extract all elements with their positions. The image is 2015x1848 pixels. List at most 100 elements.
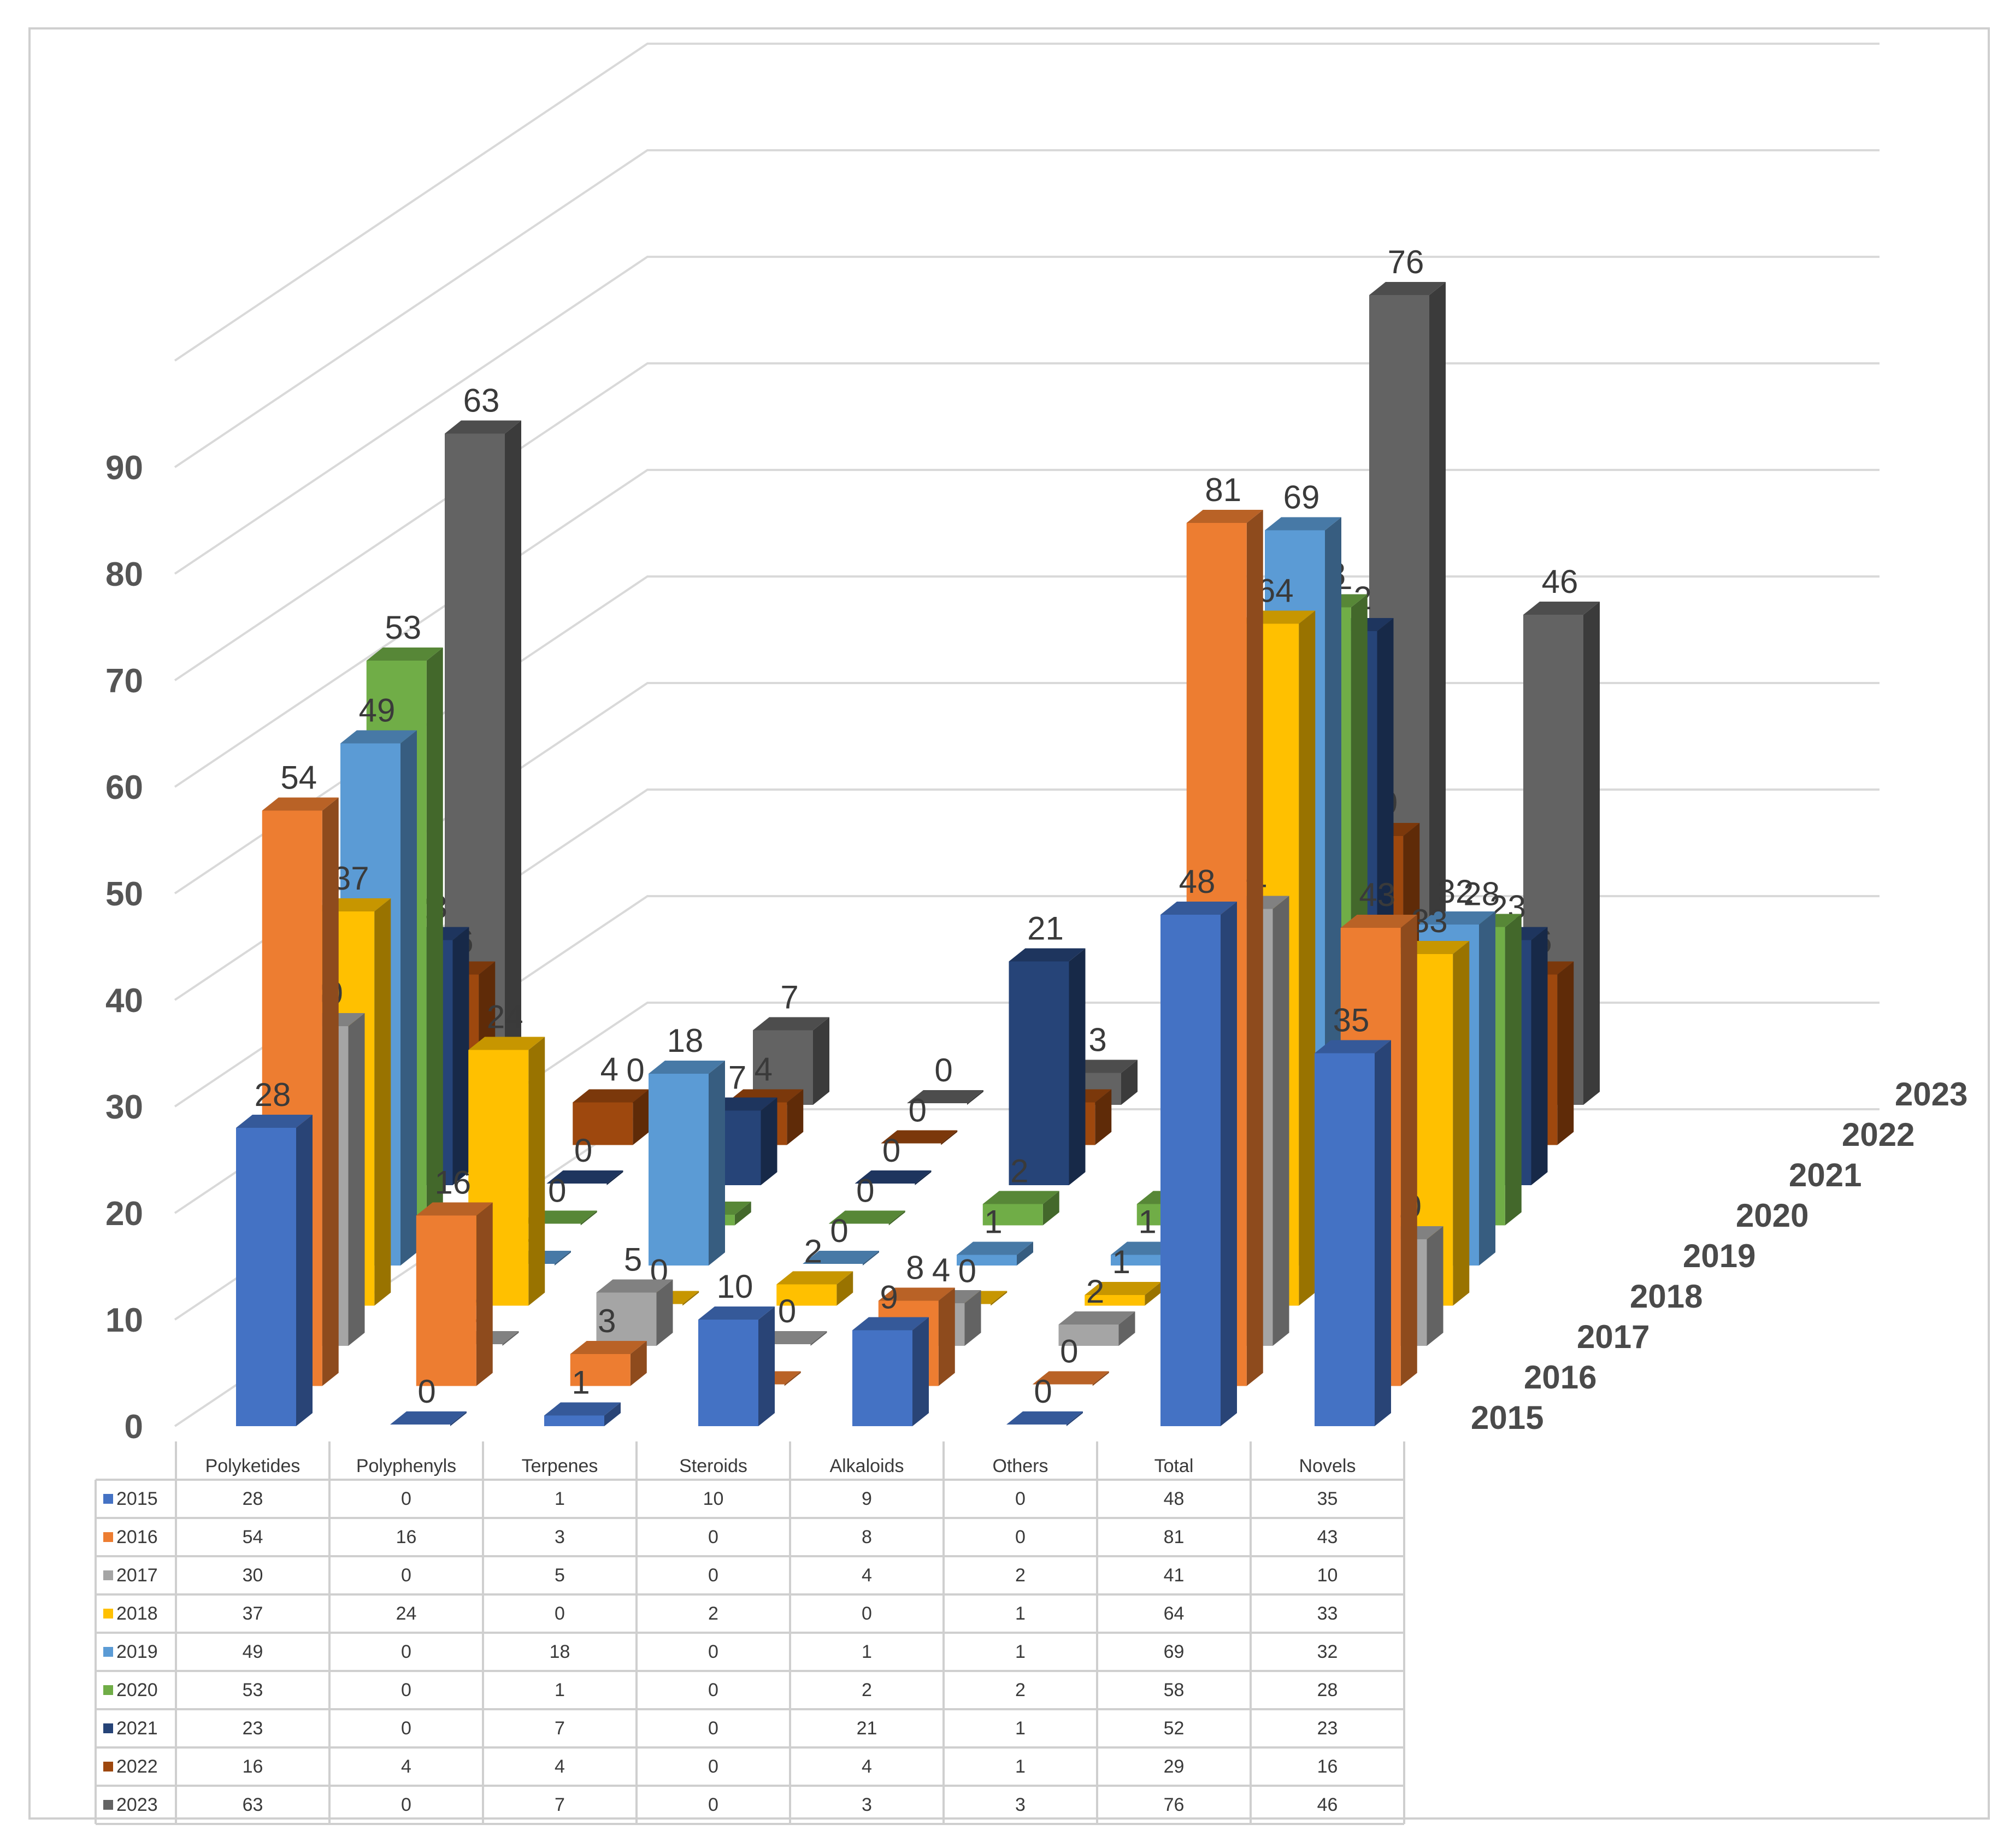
table-cell: 0 bbox=[401, 1488, 411, 1509]
data-label: 2 bbox=[1010, 1153, 1028, 1190]
data-label: 28 bbox=[255, 1076, 291, 1113]
data-label: 76 bbox=[1388, 244, 1424, 280]
data-label: 0 bbox=[934, 1052, 952, 1088]
data-label: 4 bbox=[932, 1252, 950, 1288]
table-cell: 29 bbox=[1164, 1756, 1185, 1777]
data-label: 37 bbox=[333, 860, 369, 897]
table-cell: 9 bbox=[862, 1488, 872, 1509]
data-label: 9 bbox=[880, 1279, 898, 1316]
table-cell: 7 bbox=[555, 1794, 565, 1815]
legend-label: 2022 bbox=[116, 1756, 158, 1777]
table-cell: 28 bbox=[1317, 1680, 1338, 1700]
table-cell: 58 bbox=[1164, 1680, 1185, 1700]
data-label: 0 bbox=[1034, 1373, 1052, 1410]
table-cell: 33 bbox=[1317, 1603, 1338, 1624]
bars: 6307033764616440412916230702115223530102… bbox=[236, 244, 1600, 1426]
data-label: 0 bbox=[626, 1052, 644, 1088]
data-label: 64 bbox=[1257, 573, 1294, 609]
table-cell: 32 bbox=[1317, 1641, 1338, 1662]
table-cell: 1 bbox=[862, 1641, 872, 1662]
table-cell: 0 bbox=[708, 1756, 718, 1777]
bar bbox=[982, 1191, 1059, 1226]
legend-label: 2018 bbox=[116, 1603, 158, 1624]
gridline bbox=[174, 362, 1880, 681]
bar bbox=[573, 1089, 650, 1145]
series-axis-label: 2018 bbox=[1630, 1278, 1702, 1315]
bar bbox=[698, 1306, 775, 1426]
data-label: 1 bbox=[1112, 1244, 1130, 1280]
bar bbox=[1160, 902, 1237, 1426]
table-cell: 37 bbox=[243, 1603, 263, 1624]
table-cell: 0 bbox=[862, 1603, 872, 1624]
table-cell: 76 bbox=[1164, 1794, 1185, 1815]
data-label: 2 bbox=[1086, 1273, 1104, 1310]
table-cell: 16 bbox=[243, 1756, 263, 1777]
data-label: 0 bbox=[574, 1132, 592, 1169]
legend-key bbox=[103, 1494, 113, 1504]
table-cell: 0 bbox=[401, 1680, 411, 1700]
y-tick-label: 70 bbox=[105, 662, 143, 700]
data-label: 3 bbox=[1088, 1022, 1106, 1058]
table-cell: 1 bbox=[1015, 1756, 1026, 1777]
data-label: 16 bbox=[434, 1164, 471, 1201]
data-label: 49 bbox=[359, 692, 396, 729]
category-label: Polyphenyls bbox=[356, 1456, 456, 1476]
table-cell: 4 bbox=[862, 1756, 872, 1777]
bar bbox=[852, 1317, 929, 1426]
table-cell: 0 bbox=[708, 1680, 718, 1700]
series-axis-label: 2019 bbox=[1683, 1238, 1755, 1274]
legend-key bbox=[103, 1570, 113, 1580]
table-cell: 2 bbox=[708, 1603, 718, 1624]
legend-label: 2019 bbox=[116, 1641, 158, 1662]
bar bbox=[776, 1271, 853, 1306]
table-cell: 0 bbox=[401, 1641, 411, 1662]
legend-label: 2020 bbox=[116, 1680, 158, 1700]
data-table: Polyketides Polyphenyls Terpenes Steroids Al… bbox=[95, 1441, 1405, 1825]
table-cell: 28 bbox=[243, 1488, 263, 1509]
table-cell: 53 bbox=[243, 1680, 263, 1700]
table-cell: 10 bbox=[703, 1488, 724, 1509]
data-label: 48 bbox=[1179, 863, 1216, 900]
data-label: 5 bbox=[624, 1241, 642, 1278]
table-cell: 1 bbox=[555, 1488, 565, 1509]
bar bbox=[855, 1170, 932, 1185]
category-label: Steroids bbox=[679, 1456, 747, 1476]
data-label: 28 bbox=[1463, 876, 1500, 913]
data-label: 7 bbox=[780, 979, 798, 1016]
legend-label: 2017 bbox=[116, 1565, 158, 1586]
bar bbox=[1058, 1311, 1135, 1346]
data-label: 21 bbox=[1027, 910, 1064, 947]
table-cell: 16 bbox=[396, 1527, 417, 1547]
table-cell: 35 bbox=[1317, 1488, 1338, 1509]
table-cell: 0 bbox=[1015, 1527, 1026, 1547]
data-label: 0 bbox=[778, 1293, 796, 1329]
y-axis-ticks: 0 10 20 30 40 50 60 70 80 90 bbox=[105, 449, 143, 1446]
legend-key bbox=[103, 1647, 113, 1657]
table-cell: 63 bbox=[243, 1794, 263, 1815]
table-cell: 18 bbox=[550, 1641, 570, 1662]
data-label: 1 bbox=[571, 1364, 590, 1401]
legend-key bbox=[103, 1609, 113, 1619]
data-label: 0 bbox=[958, 1253, 976, 1290]
series-axis-label: 2020 bbox=[1736, 1197, 1808, 1234]
legend-label: 2015 bbox=[116, 1488, 158, 1509]
bar bbox=[1315, 1040, 1391, 1426]
table-cell: 23 bbox=[1317, 1718, 1338, 1739]
bar bbox=[957, 1241, 1033, 1266]
table-cell: 0 bbox=[708, 1718, 718, 1739]
table-cell: 0 bbox=[555, 1603, 565, 1624]
data-label: 24 bbox=[487, 999, 523, 1035]
table-cell: 4 bbox=[862, 1565, 872, 1586]
bar bbox=[468, 1037, 545, 1306]
table-cell: 3 bbox=[862, 1794, 872, 1815]
y-tick-label: 10 bbox=[105, 1302, 143, 1339]
table-cell: 1 bbox=[555, 1680, 565, 1700]
y-tick-label: 90 bbox=[105, 449, 143, 487]
data-label: 0 bbox=[417, 1373, 435, 1410]
legend-key bbox=[103, 1723, 113, 1733]
y-tick-label: 60 bbox=[105, 769, 143, 807]
legend-key bbox=[103, 1800, 113, 1810]
data-label: 10 bbox=[717, 1268, 753, 1305]
data-label: 2 bbox=[804, 1233, 822, 1270]
data-label: 54 bbox=[280, 760, 317, 796]
